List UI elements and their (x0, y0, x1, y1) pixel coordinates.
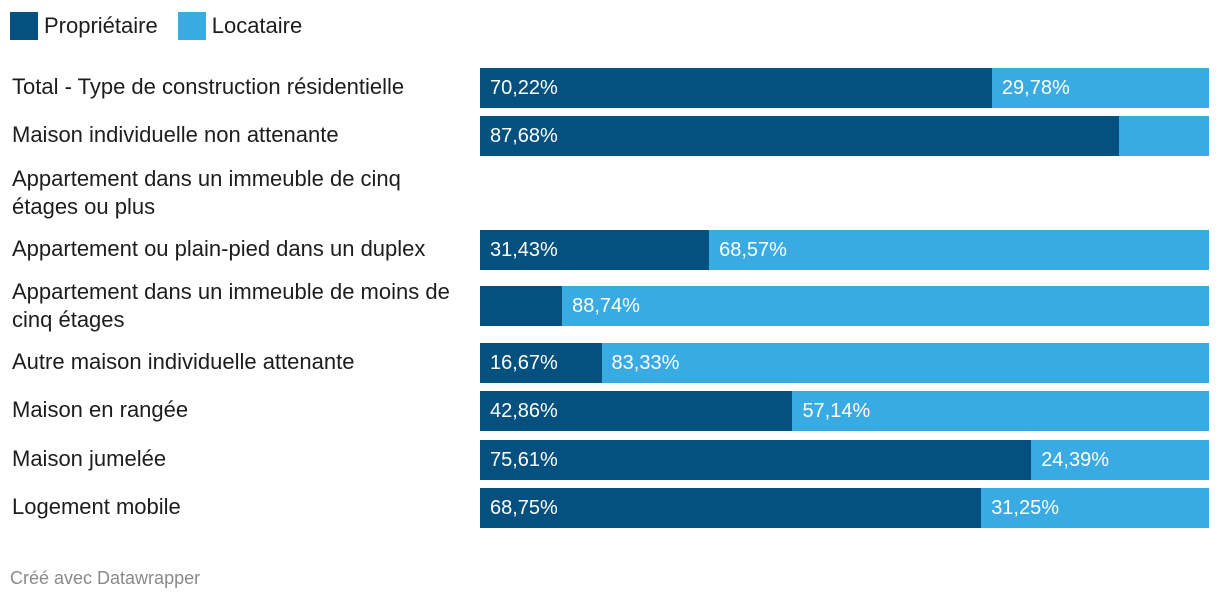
bar-segment-renter: 24,39% (1031, 440, 1209, 480)
legend-swatch-renter (177, 12, 206, 40)
data-label: 57,14% (802, 400, 871, 422)
data-label: 68,57% (719, 239, 787, 261)
data-label: 87,68% (490, 125, 558, 147)
legend-item-renter: Locataire (177, 12, 303, 40)
legend: Propriétaire Locataire (10, 10, 322, 42)
legend-label-renter: Locataire (211, 13, 303, 38)
legend-label-owner: Propriétaire (44, 13, 158, 38)
data-label: 70,22% (490, 77, 558, 99)
data-label: 88,74% (572, 295, 640, 317)
stacked-bar: 87,68% (480, 116, 1209, 156)
row-label: Appartement ou plain-pied dans un duplex (12, 236, 426, 261)
bar-segment-owner: 87,68% (480, 116, 1120, 156)
data-label: 31,25% (991, 497, 1060, 519)
row-label: Total - Type de construction résidentiel… (12, 74, 405, 99)
row-label: Maison jumelée (12, 446, 167, 471)
bar-segment-renter: 83,33% (601, 343, 1209, 383)
bar-segment-renter: 29,78% (991, 68, 1209, 108)
bar-segment-renter: 88,74% (562, 286, 1209, 326)
bar-segment-owner: 31,43% (480, 230, 710, 270)
bar-segment-renter: 68,57% (709, 230, 1209, 270)
bar-segment-owner: 68,75% (480, 488, 982, 528)
stacked-bar: 88,74% (480, 286, 1209, 326)
bar-segment-renter: 57,14% (792, 391, 1209, 431)
bar-segment-owner (480, 286, 563, 326)
stacked-bar: 70,22% 29,78% (480, 68, 1209, 108)
bar-segment-owner: 70,22% (480, 68, 992, 108)
legend-item-owner: Propriétaire (10, 12, 158, 40)
chart-rows: Total - Type de construction résidentiel… (12, 68, 1209, 528)
data-label: 68,75% (490, 497, 558, 519)
bar-segment-owner: 42,86% (480, 391, 793, 431)
stacked-bar: 16,67% 83,33% (480, 343, 1209, 383)
row-label: Maison en rangée (12, 397, 189, 422)
row-label: Appartement dans un immeuble de cinq éta… (12, 166, 401, 219)
bar-segment-renter: 31,25% (981, 488, 1209, 528)
data-label: 75,61% (490, 449, 558, 471)
bar-segment-owner: 75,61% (480, 440, 1032, 480)
data-label: 16,67% (490, 352, 558, 374)
credit-text: Créé avec Datawrapper (10, 568, 201, 588)
row-label: Logement mobile (12, 494, 181, 519)
stacked-bar: 68,75% 31,25% (480, 488, 1209, 528)
data-label: 83,33% (611, 352, 680, 374)
data-label: 29,78% (1001, 77, 1070, 99)
data-label: 42,86% (490, 400, 558, 422)
stacked-bar: 42,86% 57,14% (480, 391, 1209, 431)
bar-segment-renter (1119, 116, 1209, 156)
stacked-bar: 75,61% 24,39% (480, 440, 1209, 480)
data-label: 24,39% (1041, 449, 1110, 471)
bar-segment-owner: 16,67% (480, 343, 602, 383)
row-label: Maison individuelle non attenante (12, 122, 339, 147)
row-label: Appartement dans un immeuble de moins de… (12, 279, 450, 332)
row-label: Autre maison individuelle attenante (12, 349, 355, 374)
legend-swatch-owner (10, 12, 38, 40)
stacked-bar: 31,43% 68,57% (480, 230, 1209, 270)
data-label: 31,43% (490, 239, 558, 261)
